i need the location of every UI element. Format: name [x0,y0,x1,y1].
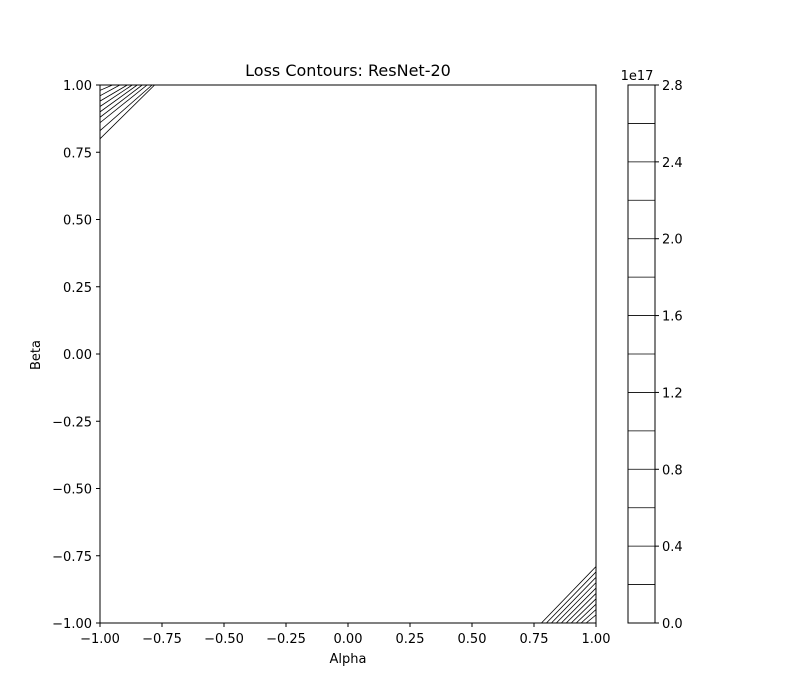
plot-frame [99,84,597,624]
x-tick-label: −0.25 [266,632,306,647]
chart-title: Loss Contours: ResNet-20 [245,61,451,80]
y-tick-label: −0.25 [52,415,92,430]
contour-line-top-left-1 [100,85,153,132]
x-tick-label: −0.50 [204,632,244,647]
contour-line-bottom-right-9 [541,566,596,623]
contour-line-bottom-right-13 [561,587,596,623]
x-axis-label: Alpha [330,652,367,667]
y-axis-label: Beta [29,340,44,370]
colorbar-tick-label: 0.8 [662,463,683,478]
x-tick-label: −0.75 [142,632,182,647]
y-tick-label: 0.75 [63,146,92,161]
y-tick-label: −0.75 [52,550,92,565]
y-tick-label: 0.50 [63,214,92,229]
contour-line-bottom-right-15 [570,598,596,623]
colorbar-tick-label: 0.0 [662,617,683,632]
x-tick-label: 0.00 [334,632,363,647]
y-tick-label: −1.00 [52,617,92,632]
colorbar-tick-label: 2.8 [662,79,683,94]
colorbar-tick-label: 1.2 [662,386,683,401]
x-tick-label: 0.25 [396,632,425,647]
colorbar-tick-label: 2.4 [662,156,683,171]
contour-line-top-left-5 [100,85,133,107]
x-tick-label: 0.50 [458,632,487,647]
colorbar-tick-label: 0.4 [662,540,683,555]
contour-line-top-left-4 [100,85,138,113]
y-tick-label: 1.00 [63,79,92,94]
contour-line-top-left-0 [100,85,155,140]
contour-line-bottom-right-16 [575,603,596,623]
contour-line-top-left-7 [100,85,120,97]
y-tick-label: −0.50 [52,483,92,498]
colorbar-tick-label: 2.0 [662,233,683,248]
colorbar-tick-label: 1.6 [662,310,683,325]
x-tick-label: 0.75 [520,632,549,647]
contour-line-top-left-3 [100,85,143,118]
x-tick-label: −1.00 [80,632,120,647]
x-tick-label: 1.00 [582,632,611,647]
contour-line-bottom-right-10 [546,571,596,623]
contour-line-bottom-right-18 [585,614,596,623]
plot-area: −1.00 −0.75 −0.50 −0.25 0.00 0.25 0.50 0.75 1.00… [52,79,610,647]
contour-line-bottom-right-12 [556,582,596,623]
colorbar-offset-label: 1e17 [621,69,654,84]
contour-lines [100,85,596,623]
y-tick-label: 0.25 [63,281,92,296]
contour-line-bottom-right-14 [565,593,596,623]
contour-line-top-left-6 [100,85,128,102]
contour-line-bottom-right-17 [580,609,596,623]
contour-line-top-left-8 [100,85,113,91]
contour-line-top-left-2 [100,85,148,124]
colorbar: 0.0 0.4 0.8 1.2 1.6 2.0 2.4 2.8 [627,79,683,632]
y-tick-label: 0.00 [63,348,92,363]
contour-line-bottom-right-11 [551,577,596,623]
colorbar-frame [627,84,656,624]
